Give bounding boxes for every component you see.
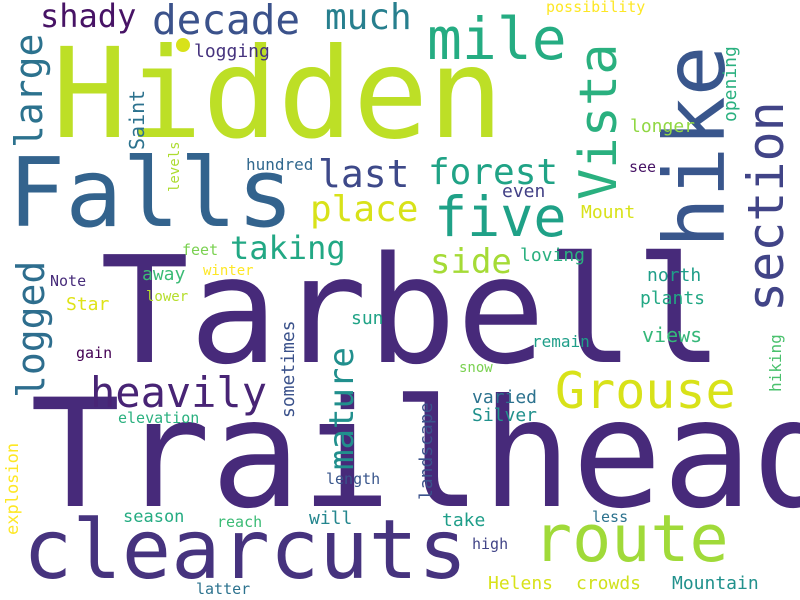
word-length: length <box>326 470 381 488</box>
word-reach: reach <box>217 513 263 531</box>
word-route: route <box>533 502 729 577</box>
word-place: place <box>310 189 419 230</box>
word-explosion: explosion <box>3 442 23 535</box>
word-less: less <box>592 508 629 526</box>
word-hiking: hiking <box>766 334 785 392</box>
word-latter: latter <box>196 580 251 598</box>
word-saint: Saint <box>125 89 149 150</box>
word-remain: remain <box>532 332 590 351</box>
word-season: season <box>123 507 185 527</box>
word-will: will <box>309 508 353 529</box>
word-logged: logged <box>9 260 53 398</box>
word-see: see <box>629 158 657 176</box>
word-shady: shady <box>40 0 137 35</box>
word-winter: winter <box>203 263 254 279</box>
word-high: high <box>472 535 509 553</box>
word-note: Note <box>50 272 87 290</box>
word-grouse: Grouse <box>555 362 736 420</box>
word-trailhead: Trailhead <box>30 368 800 542</box>
word-opening: opening <box>720 46 741 122</box>
word-taking: taking <box>230 229 346 267</box>
word-feet: feet <box>182 241 219 259</box>
word-sun: sun <box>351 308 384 329</box>
word-lower: lower <box>146 289 189 305</box>
word-hidden: Hidden <box>52 22 504 167</box>
word-mile: mile <box>427 5 567 73</box>
word-possibility: possibility <box>546 0 646 16</box>
word-decade: decade <box>152 0 301 44</box>
word-gain: gain <box>76 344 113 362</box>
word-helens: Helens <box>488 573 554 594</box>
word-even: even <box>502 181 546 202</box>
dot-mark <box>176 38 190 52</box>
word-star: Star <box>66 294 110 315</box>
word-forest: forest <box>428 152 559 193</box>
word-views: views <box>642 323 703 347</box>
word-mature: mature <box>322 347 362 470</box>
word-loving: loving <box>520 245 586 266</box>
word-large: large <box>7 33 51 148</box>
word-logging: logging <box>194 41 270 62</box>
word-vista: Vista <box>569 43 629 200</box>
word-tarbell: Tarbell <box>100 225 724 397</box>
word-varied: varied <box>472 387 538 408</box>
word-landscape: landscape <box>416 402 437 500</box>
word-last: last <box>318 152 410 196</box>
word-side: side <box>430 242 512 282</box>
word-levels: levels <box>167 141 183 192</box>
word-section: section <box>737 101 795 312</box>
word-longer: longer <box>630 116 696 137</box>
word-five: five <box>434 185 567 249</box>
word-take: take <box>442 510 486 531</box>
word-mountain: Mountain <box>672 573 759 594</box>
word-clearcuts: clearcuts <box>23 503 468 598</box>
word-plants: plants <box>640 288 706 309</box>
word-silver: Silver <box>472 405 538 426</box>
word-hundred: hundred <box>246 155 314 174</box>
word-elevation: elevation <box>118 409 200 427</box>
word-mount: Mount <box>581 202 636 223</box>
word-away: away <box>142 264 186 285</box>
word-crowds: crowds <box>576 573 642 594</box>
word-falls: Falls <box>8 139 294 249</box>
word-much: much <box>325 0 412 38</box>
word-heavily: heavily <box>90 368 268 417</box>
word-sometimes: sometimes <box>278 320 299 418</box>
word-snow: snow <box>459 360 493 376</box>
word-north: north <box>647 265 702 286</box>
